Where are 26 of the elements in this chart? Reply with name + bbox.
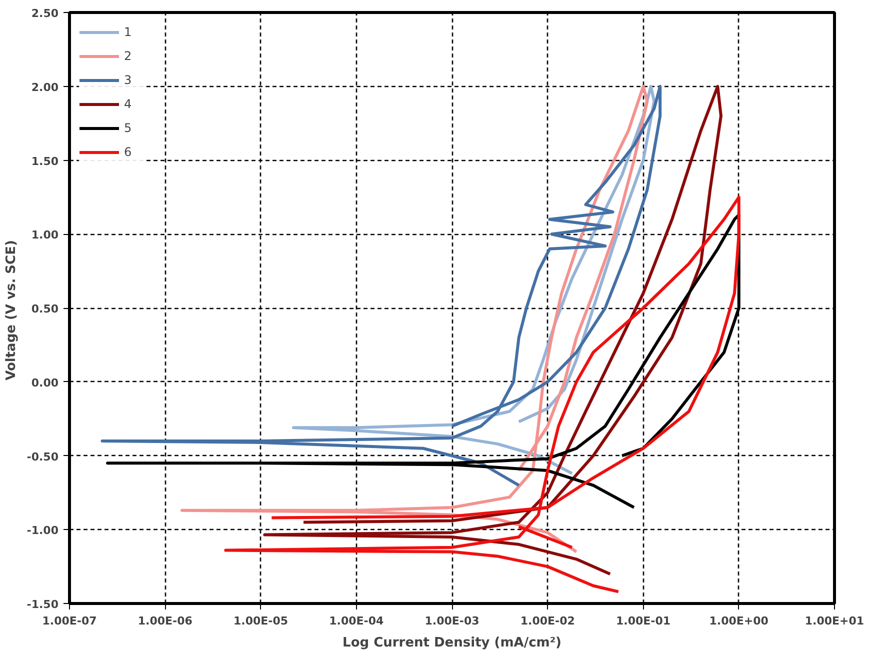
- x-axis-title: Log Current Density (mA/cm²): [342, 636, 562, 650]
- y-tick-label: -1.50: [26, 598, 59, 611]
- x-tick-label: 1.00E-03: [424, 614, 480, 628]
- y-axis-title: Voltage (V vs. SCE): [4, 240, 19, 380]
- legend-label: 3: [124, 73, 133, 87]
- y-tick-label: 1.00: [31, 228, 59, 242]
- x-tick-label: 1.00E-07: [42, 614, 97, 628]
- y-tick-label: 0.00: [31, 376, 59, 390]
- legend-label: 4: [124, 97, 133, 111]
- y-tick-label: 0.50: [31, 302, 59, 316]
- x-tick-label: 1.00E-02: [520, 614, 575, 628]
- y-tick-label: -1.00: [26, 524, 59, 538]
- x-tick-label: 1.00E-01: [616, 614, 671, 628]
- y-tick-label: 2.00: [31, 80, 59, 94]
- x-tick-label: 1.00E+00: [709, 614, 769, 628]
- legend-label: 1: [124, 25, 133, 39]
- legend-label: 6: [124, 145, 133, 159]
- x-tick-label: 1.00E+01: [804, 614, 864, 628]
- y-tick-label: -0.50: [26, 450, 59, 464]
- y-tick-label: 1.50: [31, 154, 59, 168]
- x-tick-label: 1.00E-06: [138, 614, 193, 628]
- y-tick-label: 2.50: [31, 7, 59, 20]
- x-tick-label: 1.00E-05: [233, 614, 288, 628]
- x-tick-label: 1.00E-04: [329, 614, 384, 628]
- legend-label: 2: [124, 49, 133, 63]
- legend-label: 5: [124, 121, 133, 135]
